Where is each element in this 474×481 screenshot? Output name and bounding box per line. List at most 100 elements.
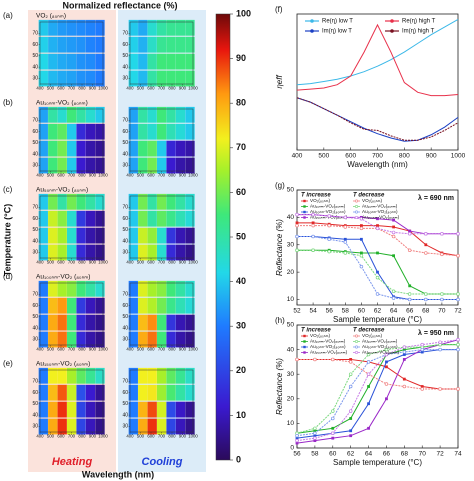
heat-cell — [128, 36, 138, 53]
heat-cell — [38, 53, 48, 70]
heat-cell — [128, 280, 138, 297]
marker — [408, 229, 412, 233]
heat-cell — [76, 384, 86, 401]
marker — [295, 436, 299, 440]
heat-cell — [48, 297, 58, 314]
x-tick-label: 1000 — [188, 347, 198, 352]
marker — [407, 297, 412, 302]
heat-cell — [38, 280, 48, 297]
x-tick-label: 1000 — [188, 434, 198, 439]
marker — [392, 218, 395, 222]
legend-label: Au₁₅₀ₙₘ-VO₂(₈₀ₙₘ) — [310, 350, 348, 355]
heat-cell — [147, 193, 157, 210]
heat-cell — [147, 244, 157, 261]
heat-cell — [48, 36, 58, 53]
heat-cell — [166, 70, 176, 87]
legend-label: Au₅₀ₙₘ-VO₂(₈₀ₙₘ) — [310, 209, 346, 214]
marker — [295, 223, 299, 228]
y-tick-label: 50 — [287, 187, 295, 194]
heat-cell — [138, 53, 148, 70]
heat-cell — [85, 418, 96, 435]
marker — [331, 436, 335, 440]
legend-marker — [303, 199, 306, 203]
series-line — [296, 339, 459, 442]
x-tick-label: 800 — [168, 347, 176, 352]
marker — [295, 438, 299, 443]
marker — [375, 292, 380, 296]
heat-cell — [67, 367, 77, 384]
x-tick-label: 1000 — [98, 347, 108, 352]
marker — [424, 292, 428, 296]
heat-cell — [76, 140, 86, 157]
heat-cell — [185, 418, 195, 435]
heat-cell — [85, 244, 96, 261]
heat-cell — [175, 314, 186, 331]
heat-cell — [128, 227, 138, 244]
marker — [408, 284, 412, 288]
heat-cell — [185, 157, 195, 174]
x-tick-label: 70 — [438, 308, 446, 315]
marker — [375, 275, 380, 280]
heat-cell — [85, 210, 96, 227]
marker — [391, 289, 396, 294]
marker — [327, 214, 331, 218]
x-tick-label: 700 — [158, 260, 166, 265]
heat-cell — [76, 19, 86, 36]
marker — [456, 387, 460, 391]
legend-marker — [354, 216, 358, 220]
heat-cell — [157, 19, 167, 36]
heat-cell — [38, 384, 48, 401]
y-tick-label: 50 — [32, 401, 38, 407]
heat-cell — [76, 210, 86, 227]
heat-cell — [157, 140, 167, 157]
x-tick-label: 900 — [89, 347, 97, 352]
marker — [295, 433, 299, 438]
x-tick-label: 900 — [89, 434, 97, 439]
heat-cell — [157, 193, 167, 210]
marker — [331, 416, 335, 421]
heat-cell — [57, 53, 67, 70]
heat-cell — [57, 314, 67, 331]
marker — [343, 215, 348, 220]
heat-cell — [85, 297, 96, 314]
marker — [349, 358, 353, 361]
heat-cell — [67, 244, 77, 261]
heat-cell — [76, 157, 86, 174]
x-tick-label: 600 — [147, 260, 155, 265]
x-tick-label: 800 — [399, 153, 410, 160]
series-line — [296, 344, 458, 434]
y-tick-label: 30 — [122, 424, 128, 430]
heat-cell — [175, 140, 186, 157]
x-tick-label: 58 — [311, 451, 319, 458]
series-line — [296, 23, 459, 97]
x-tick-label: 400 — [126, 260, 134, 265]
marker — [366, 360, 371, 364]
x-tick-label: 500 — [47, 173, 55, 178]
heat-cell — [147, 367, 157, 384]
x-tick-label: 68 — [422, 308, 430, 315]
x-tick-label: 700 — [68, 86, 76, 91]
colorbar-tick-label: 40 — [236, 276, 246, 286]
x-tick-label: 400 — [126, 347, 134, 352]
x-tick-label: 1000 — [188, 86, 198, 91]
heat-cell — [147, 384, 157, 401]
x-tick-label: 600 — [147, 434, 155, 439]
x-tick-label: 800 — [78, 260, 86, 265]
marker — [438, 347, 442, 352]
heat-cell — [175, 36, 186, 53]
heat-cell — [128, 418, 138, 435]
y-tick-label: 40 — [32, 64, 38, 70]
x-tick-label: 600 — [147, 347, 155, 352]
marker — [349, 417, 353, 420]
heat-cell — [95, 157, 105, 174]
x-tick-label: 1000 — [98, 173, 108, 178]
marker — [438, 340, 442, 344]
y-axis-label: Reflectance (%) — [275, 219, 284, 276]
heat-cell — [185, 106, 195, 123]
marker — [313, 431, 317, 435]
y-tick-label: 70 — [32, 292, 38, 298]
heating-label: Heating — [52, 456, 93, 468]
x-tick-label: 900 — [179, 260, 187, 265]
heat-cell — [175, 244, 186, 261]
heat-cell — [185, 140, 195, 157]
